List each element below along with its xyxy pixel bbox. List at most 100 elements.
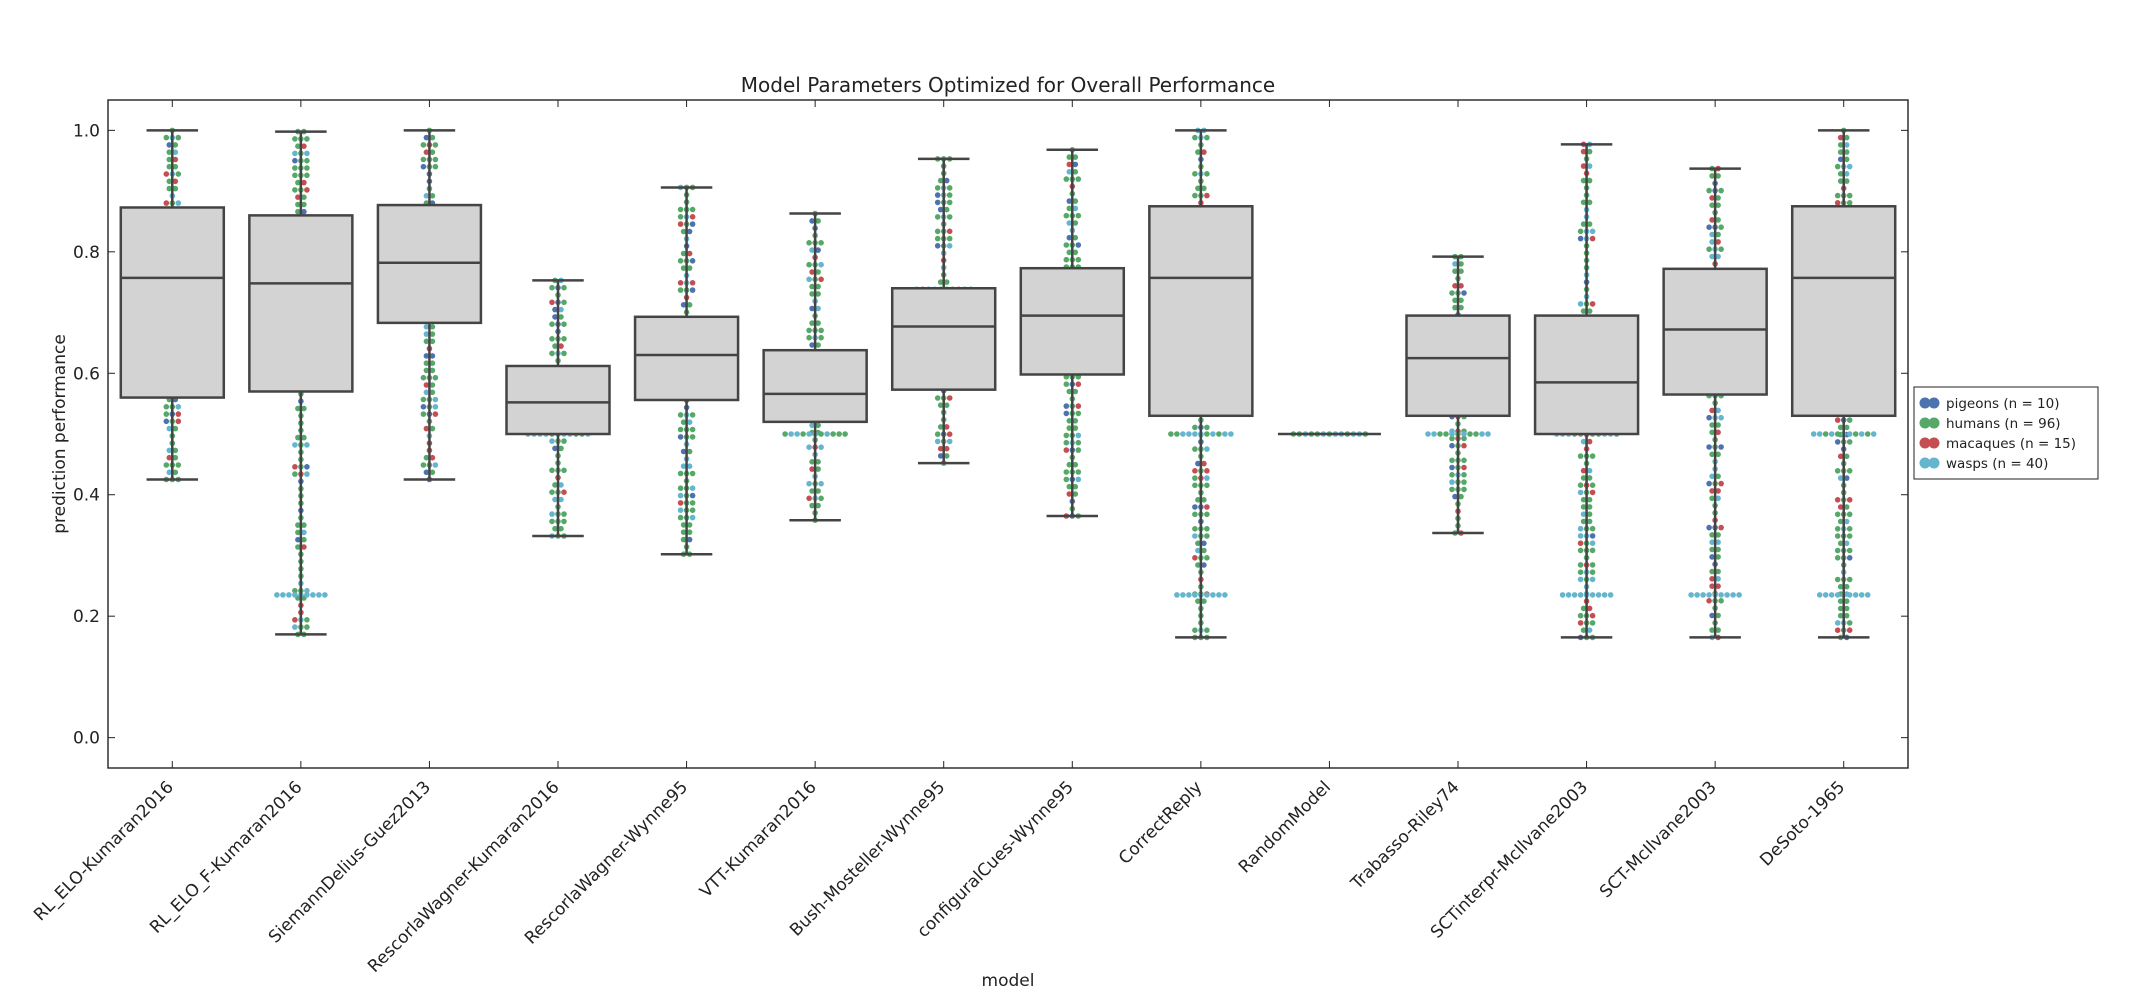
data-point: [677, 514, 684, 521]
data-point: [301, 522, 307, 528]
data-point: [1458, 304, 1464, 311]
data-point: [172, 469, 179, 476]
data-point: [1718, 592, 1724, 598]
data-point: [1072, 483, 1079, 490]
data-point: [1204, 475, 1210, 481]
data-point: [163, 134, 170, 141]
data-point: [1843, 134, 1850, 141]
box-iqr: [762, 348, 868, 424]
data-point: [549, 489, 555, 496]
data-point: [1192, 468, 1198, 474]
data-point: [1595, 592, 1602, 598]
data-point: [1204, 482, 1210, 489]
data-point: [1565, 592, 1572, 598]
data-point: [1458, 261, 1464, 267]
data-point: [946, 199, 953, 206]
data-point: [815, 422, 821, 429]
data-point: [1715, 239, 1721, 245]
data-point: [423, 454, 430, 461]
data-point: [304, 157, 310, 164]
data-point: [1195, 540, 1201, 547]
data-point: [429, 454, 436, 461]
data-point: [1192, 533, 1198, 539]
data-point: [304, 187, 310, 193]
data-point: [1577, 482, 1584, 489]
box-iqr: [1019, 266, 1126, 376]
data-point: [423, 353, 430, 359]
data-point: [1589, 228, 1596, 235]
data-point: [561, 284, 567, 291]
data-point: [1846, 439, 1853, 445]
data-point: [1816, 592, 1823, 598]
data-point: [420, 142, 427, 148]
data-point: [1589, 235, 1596, 242]
data-point: [1066, 234, 1073, 241]
data-point: [689, 485, 696, 492]
data-point: [292, 157, 298, 164]
data-point: [1186, 592, 1192, 598]
data-point: [166, 156, 173, 163]
data-point: [420, 404, 427, 410]
data-point: [1452, 261, 1458, 267]
data-point: [292, 442, 298, 448]
data-point: [1834, 417, 1841, 423]
data-point: [1192, 511, 1198, 518]
data-point: [1559, 592, 1566, 598]
data-point: [1201, 540, 1207, 547]
data-point: [1846, 526, 1853, 532]
data-point: [809, 459, 815, 465]
data-point: [1192, 475, 1198, 481]
data-point: [809, 342, 815, 348]
data-point: [1195, 598, 1201, 604]
data-point: [1706, 592, 1712, 598]
data-point: [946, 214, 953, 220]
legend-label-humans: humans (n = 96): [1946, 416, 2061, 432]
data-point: [1589, 301, 1596, 307]
data-point: [423, 360, 430, 367]
data-point: [1589, 489, 1596, 496]
data-point: [1589, 612, 1596, 619]
data-point: [1715, 568, 1721, 575]
data-point: [1837, 134, 1844, 141]
data-point: [1461, 431, 1467, 437]
data-point: [1837, 518, 1844, 525]
data-point: [1577, 228, 1584, 235]
data-point: [429, 360, 436, 367]
data-point: [677, 500, 684, 506]
data-point: [552, 314, 558, 320]
data-point: [172, 185, 179, 192]
legend-marker-wasps: [1928, 457, 1940, 469]
data-point: [1709, 546, 1715, 553]
data-point: [934, 395, 941, 401]
data-point: [806, 480, 812, 487]
data-point: [1201, 547, 1207, 554]
data-point: [166, 425, 173, 432]
data-point: [1072, 234, 1079, 241]
data-point: [943, 402, 950, 409]
data-point: [937, 445, 944, 452]
data-point: [1075, 439, 1082, 446]
data-point: [1586, 148, 1593, 155]
data-point: [689, 206, 696, 213]
x-tick-label: DeSoto-1965: [1756, 777, 1849, 870]
data-point: [1066, 169, 1073, 175]
data-point: [946, 235, 953, 242]
data-point: [1843, 504, 1850, 510]
data-point: [1072, 169, 1079, 175]
data-point: [432, 462, 439, 468]
data-point: [292, 150, 298, 157]
data-point: [432, 374, 439, 381]
data-point: [689, 214, 696, 220]
data-point: [1709, 407, 1715, 414]
data-point: [934, 192, 941, 198]
data-point: [295, 544, 301, 550]
data-point: [934, 438, 941, 445]
data-point: [806, 431, 812, 437]
data-point: [830, 431, 836, 437]
data-point: [1828, 431, 1835, 437]
data-point: [552, 306, 558, 313]
data-point: [943, 445, 950, 452]
data-point: [1204, 627, 1210, 633]
data-point: [677, 258, 684, 264]
data-point: [1192, 431, 1198, 437]
